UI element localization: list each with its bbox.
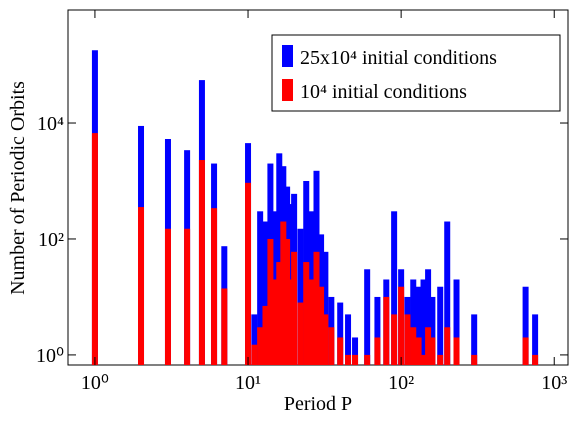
bar (291, 251, 298, 365)
x-axis-label: Period P (284, 393, 352, 415)
bar (91, 133, 98, 365)
bar (429, 337, 436, 365)
bar (453, 337, 460, 365)
bar (257, 211, 264, 365)
bar (337, 302, 344, 365)
bar (251, 314, 258, 365)
bar (352, 354, 359, 365)
bar (453, 279, 460, 365)
bar (284, 238, 291, 365)
bar (532, 354, 539, 365)
x-tick-label: 10² (388, 372, 414, 394)
bar (425, 327, 432, 365)
bar (322, 314, 329, 365)
legend-box (271, 34, 561, 112)
bar (471, 354, 478, 365)
bar (221, 288, 228, 365)
bar (257, 327, 264, 365)
x-tick-label: 10¹ (235, 372, 261, 394)
bar (251, 344, 258, 365)
bar (522, 337, 529, 365)
bar (420, 279, 427, 365)
bar (391, 211, 398, 365)
bar (429, 296, 436, 365)
bar (410, 327, 417, 365)
y-axis-label: Number of Periodic Orbits (7, 81, 29, 295)
bar (287, 279, 294, 365)
bar (271, 279, 278, 365)
bar (364, 269, 371, 365)
bar (211, 208, 218, 365)
y-tick-label: 10² (38, 229, 64, 251)
bar (308, 279, 315, 365)
bar (328, 327, 335, 365)
bar (164, 228, 171, 365)
bar (364, 354, 371, 365)
legend-label: 10⁴ initial conditions (300, 81, 467, 103)
bar (383, 296, 390, 365)
bar (532, 314, 539, 365)
bar (345, 354, 352, 365)
bar (297, 302, 304, 365)
bar (280, 221, 287, 365)
legend-label: 25x10⁴ initial conditions (300, 47, 497, 69)
y-tick-label: 10⁰ (36, 345, 64, 367)
legend-swatch (282, 79, 293, 101)
bar (437, 354, 444, 365)
bar (522, 286, 529, 365)
bar (313, 251, 320, 365)
bar (303, 262, 310, 365)
bar (318, 286, 325, 365)
bar (374, 296, 381, 365)
bar (471, 314, 478, 365)
bar (337, 337, 344, 365)
bar (398, 286, 405, 365)
bar (352, 337, 359, 365)
bar (420, 354, 427, 365)
bar (444, 221, 451, 365)
bar (404, 314, 411, 365)
bar (322, 251, 329, 365)
bar (276, 153, 283, 365)
legend-swatch (282, 45, 293, 67)
bar (262, 221, 269, 365)
bar (276, 262, 283, 365)
bar (262, 305, 269, 365)
bar (391, 314, 398, 365)
bar (138, 207, 145, 365)
bar (415, 337, 422, 365)
x-tick-label: 10³ (541, 372, 567, 394)
bar (345, 314, 352, 365)
bar (297, 228, 304, 365)
bar (410, 279, 417, 365)
bar (437, 286, 444, 365)
bar (374, 337, 381, 365)
bar (415, 286, 422, 365)
bar (444, 327, 451, 365)
bar (425, 269, 432, 365)
bar (267, 238, 274, 365)
y-tick-label: 10⁴ (37, 113, 64, 135)
bar (184, 228, 191, 365)
bar (245, 182, 252, 365)
bar (198, 160, 205, 365)
x-tick-label: 10⁰ (81, 372, 109, 394)
